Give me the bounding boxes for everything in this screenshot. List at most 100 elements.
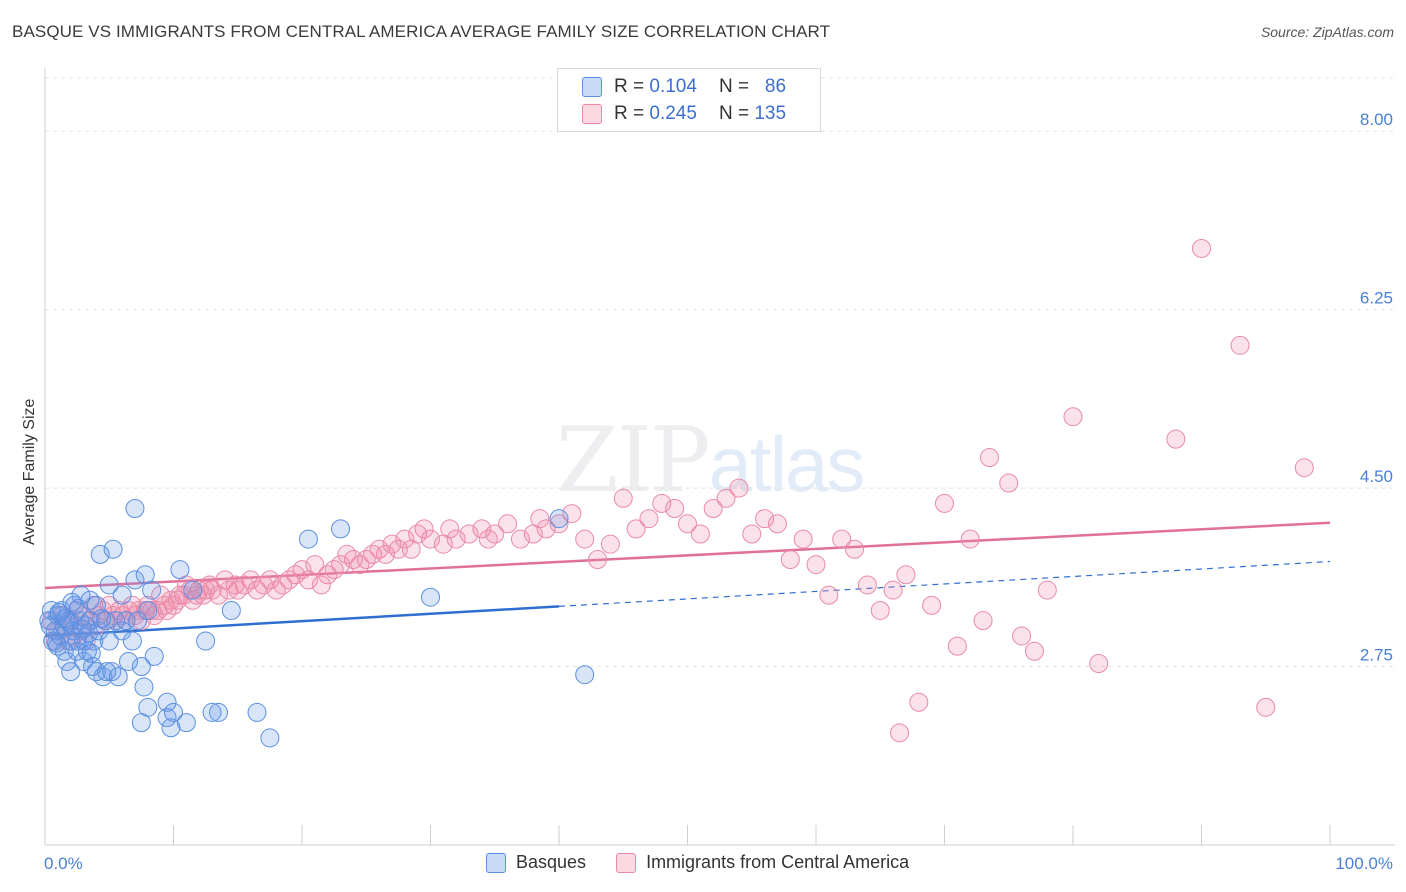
watermark-atlas: atlas: [708, 420, 866, 508]
trend-line-basques-extrapolated: [558, 560, 1331, 607]
point-central-america: [530, 509, 550, 529]
point-basques: [138, 600, 158, 620]
point-basques: [119, 651, 139, 671]
watermark-zip: ZIP: [556, 408, 711, 513]
point-central-america: [947, 636, 967, 656]
point-central-america: [575, 529, 595, 549]
point-central-america: [549, 514, 569, 534]
point-basques: [142, 580, 162, 600]
point-central-america: [138, 595, 158, 615]
legend-swatch-pink: [616, 852, 637, 873]
point-basques: [74, 651, 94, 671]
legend-label-basques: Basques: [516, 852, 587, 872]
point-central-america: [678, 514, 697, 534]
point-central-america: [1024, 641, 1044, 661]
point-central-america: [890, 723, 910, 743]
point-basques: [112, 585, 132, 605]
legend-label-central-america: Immigrants from Central America: [646, 852, 910, 872]
point-central-america: [331, 555, 351, 575]
point-basques: [196, 631, 216, 651]
point-central-america: [446, 529, 466, 549]
point-central-america: [600, 534, 620, 554]
point-basques: [86, 662, 106, 682]
point-central-america: [273, 575, 293, 595]
point-central-america: [1256, 697, 1276, 717]
point-basques: [421, 587, 440, 607]
point-central-america: [241, 570, 261, 590]
point-central-america: [408, 524, 428, 544]
point-central-america: [472, 519, 492, 539]
point-central-america: [665, 498, 685, 518]
point-basques: [40, 616, 60, 636]
point-central-america: [260, 570, 280, 590]
point-basques: [112, 621, 132, 641]
chart-title: BASQUE VS IMMIGRANTS FROM CENTRAL AMERIC…: [12, 22, 831, 41]
legend-swatch-pink: [582, 104, 602, 124]
point-central-america: [909, 692, 929, 712]
point-central-america: [414, 519, 434, 539]
point-central-america: [767, 514, 787, 534]
legend-item-central-america[interactable]: Immigrants from Central America: [616, 852, 909, 873]
legend-r-label: R =: [614, 103, 645, 124]
legend-n-value: 135: [754, 103, 787, 124]
point-basques: [131, 657, 151, 677]
point-central-america: [318, 565, 338, 585]
point-central-america: [202, 580, 222, 600]
point-basques: [157, 708, 177, 728]
legend-n-label: N =: [718, 76, 750, 97]
point-central-america: [337, 544, 357, 564]
point-basques: [93, 667, 113, 687]
point-central-america: [1037, 580, 1057, 600]
point-central-america: [478, 529, 498, 549]
point-central-america: [870, 600, 890, 620]
point-central-america: [1294, 458, 1314, 478]
point-central-america: [1063, 407, 1083, 427]
point-central-america: [376, 544, 396, 564]
point-basques: [575, 665, 595, 685]
point-central-america: [279, 570, 299, 590]
point-central-america: [324, 560, 344, 580]
point-central-america: [498, 514, 518, 534]
point-central-america: [1089, 653, 1109, 673]
point-basques: [41, 600, 61, 620]
point-central-america: [1166, 429, 1186, 449]
point-central-america: [716, 488, 736, 508]
point-basques: [144, 646, 164, 666]
point-basques: [164, 702, 183, 722]
point-central-america: [973, 611, 993, 631]
point-central-america: [440, 519, 460, 539]
point-central-america: [215, 570, 235, 590]
point-basques: [61, 662, 81, 682]
point-basques: [247, 702, 267, 722]
point-basques: [65, 595, 85, 615]
point-central-america: [164, 595, 183, 615]
point-central-america: [536, 519, 556, 539]
y-tick-label: 2.75: [1360, 646, 1393, 665]
legend-stats: R = 0.104 N = 86 R = 0.245 N = 135: [557, 68, 821, 132]
point-basques: [221, 600, 241, 620]
point-central-america: [755, 509, 775, 529]
point-central-america: [305, 555, 325, 575]
point-basques: [97, 662, 117, 682]
legend-n-value: 86: [764, 76, 787, 97]
point-basques: [62, 592, 82, 612]
point-basques: [99, 575, 119, 595]
legend-item-basques[interactable]: Basques: [486, 852, 586, 873]
point-central-america: [187, 585, 207, 605]
point-basques: [202, 702, 222, 722]
point-central-america: [286, 565, 306, 585]
point-central-america: [253, 575, 273, 595]
point-central-america: [369, 539, 389, 559]
point-central-america: [626, 519, 646, 539]
y-tick-label: 8.00: [1360, 110, 1393, 129]
point-central-america: [167, 590, 187, 610]
point-basques: [116, 611, 136, 631]
y-axis-label: Average Family Size: [21, 398, 38, 545]
point-central-america: [382, 534, 402, 554]
point-basques: [183, 580, 203, 600]
point-central-america: [395, 529, 415, 549]
legend-r-label: R =: [614, 76, 645, 97]
point-central-america: [883, 580, 903, 600]
point-central-america: [729, 478, 749, 498]
